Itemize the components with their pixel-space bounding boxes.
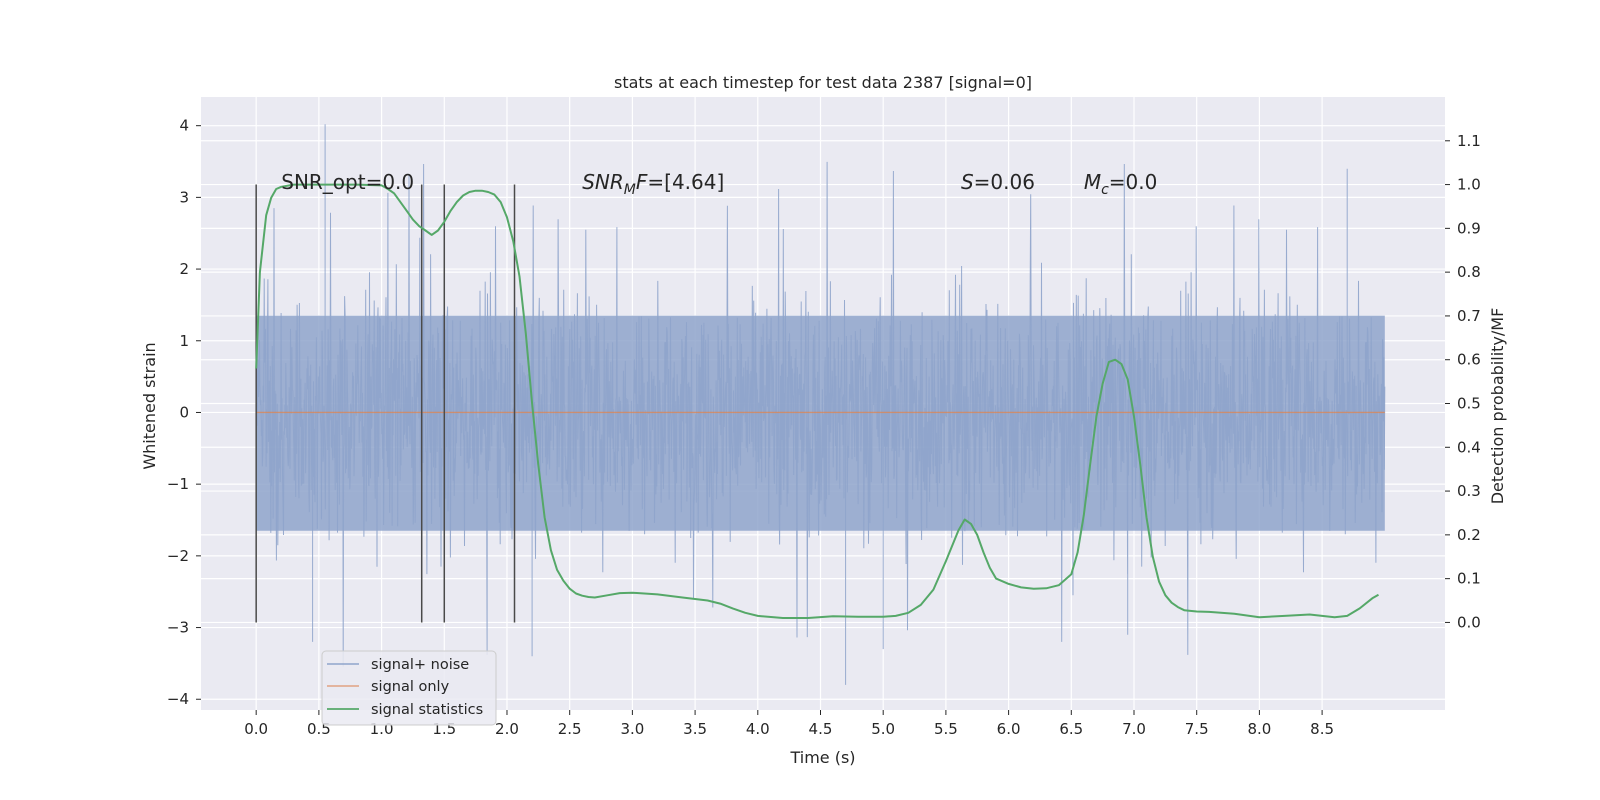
x-tick-label: 2.0 <box>495 720 519 738</box>
x-tick-label: 5.0 <box>871 720 895 738</box>
x-ticks: 0.0 0.5 1.0 1.5 2.0 2.5 3.0 3.5 4.0 4.5 5.0 5.5 6.0 6… <box>244 710 1334 738</box>
legend: signal+ noise signal only signal statist… <box>321 650 497 726</box>
y-tick-label: −3 <box>167 619 189 637</box>
x-tick-label: 3.0 <box>620 720 644 738</box>
x-tick-label: 0.0 <box>244 720 268 738</box>
y-right-tick-label: 1.1 <box>1457 132 1481 150</box>
x-axis-label: Time (s) <box>789 748 855 767</box>
legend-label-signal-statistics: signal statistics <box>371 702 483 718</box>
y-right-tick-label: 0.6 <box>1457 351 1481 369</box>
x-tick-label: 2.5 <box>558 720 582 738</box>
y-axis-label-right: Detection probability/MF <box>1488 308 1507 505</box>
x-tick-label: 8.5 <box>1310 720 1334 738</box>
vertical-markers <box>255 184 516 623</box>
x-tick-label: 6.5 <box>1059 720 1083 738</box>
noise-line <box>255 124 1386 685</box>
y-right-tick-label: 0.0 <box>1457 613 1481 631</box>
y-tick-label: 4 <box>179 117 189 135</box>
annotations: SNR_opt=0.0 SNRMF=[4.64] S=0.06 Mc=0.0 <box>281 170 1157 198</box>
y-right-tick-label: 0.5 <box>1457 395 1481 413</box>
y-tick-label: 3 <box>179 188 189 206</box>
legend-label-signal-only: signal only <box>371 679 450 695</box>
y-right-tick-label: 0.7 <box>1457 307 1481 325</box>
x-tick-label: 6.0 <box>997 720 1021 738</box>
y-right-tick-label: 0.2 <box>1457 526 1481 544</box>
annotation-snr-opt: SNR_opt=0.0 <box>281 170 414 194</box>
y-tick-label: 2 <box>179 260 189 278</box>
y-right-tick-label: 0.4 <box>1457 438 1481 456</box>
y-axis-label-left: Whitened strain <box>140 342 159 469</box>
legend-label-signal-noise: signal+ noise <box>371 657 469 673</box>
legend-box <box>321 650 497 726</box>
x-tick-label: 3.5 <box>683 720 707 738</box>
y-tick-label: 0 <box>179 403 189 421</box>
y-tick-label: −4 <box>167 690 189 708</box>
signal-statistics-series <box>255 183 1379 619</box>
y-tick-label: −2 <box>167 547 189 565</box>
y-ticks-left: −4 −3 −2 −1 0 1 2 3 4 <box>167 117 201 708</box>
x-tick-label: 8.0 <box>1247 720 1271 738</box>
y-ticks-right: 0.0 0.1 0.2 0.3 0.4 0.5 0.6 0.7 0.8 0.9 1.0 1.1 <box>1445 132 1481 631</box>
x-tick-label: 5.5 <box>934 720 958 738</box>
x-tick-label: 7.5 <box>1185 720 1209 738</box>
y-right-tick-label: 0.9 <box>1457 219 1481 237</box>
x-tick-label: 7.0 <box>1122 720 1146 738</box>
y-right-tick-label: 0.1 <box>1457 570 1481 588</box>
y-right-tick-label: 1.0 <box>1457 176 1481 194</box>
x-tick-label: 4.5 <box>809 720 833 738</box>
y-right-tick-label: 0.3 <box>1457 482 1481 500</box>
signal-statistics-line <box>255 183 1379 619</box>
annotation-s-value: S=0.06 <box>961 170 1035 194</box>
chart-title: stats at each timestep for test data 238… <box>614 73 1032 92</box>
y-right-tick-label: 0.8 <box>1457 263 1481 281</box>
annotation-snr-mf: SNRMF=[4.64] <box>582 170 724 198</box>
x-tick-label: 4.0 <box>746 720 770 738</box>
y-tick-label: 1 <box>179 332 189 350</box>
annotation-mc-value: Mc=0.0 <box>1084 170 1158 198</box>
y-tick-label: −1 <box>167 475 189 493</box>
